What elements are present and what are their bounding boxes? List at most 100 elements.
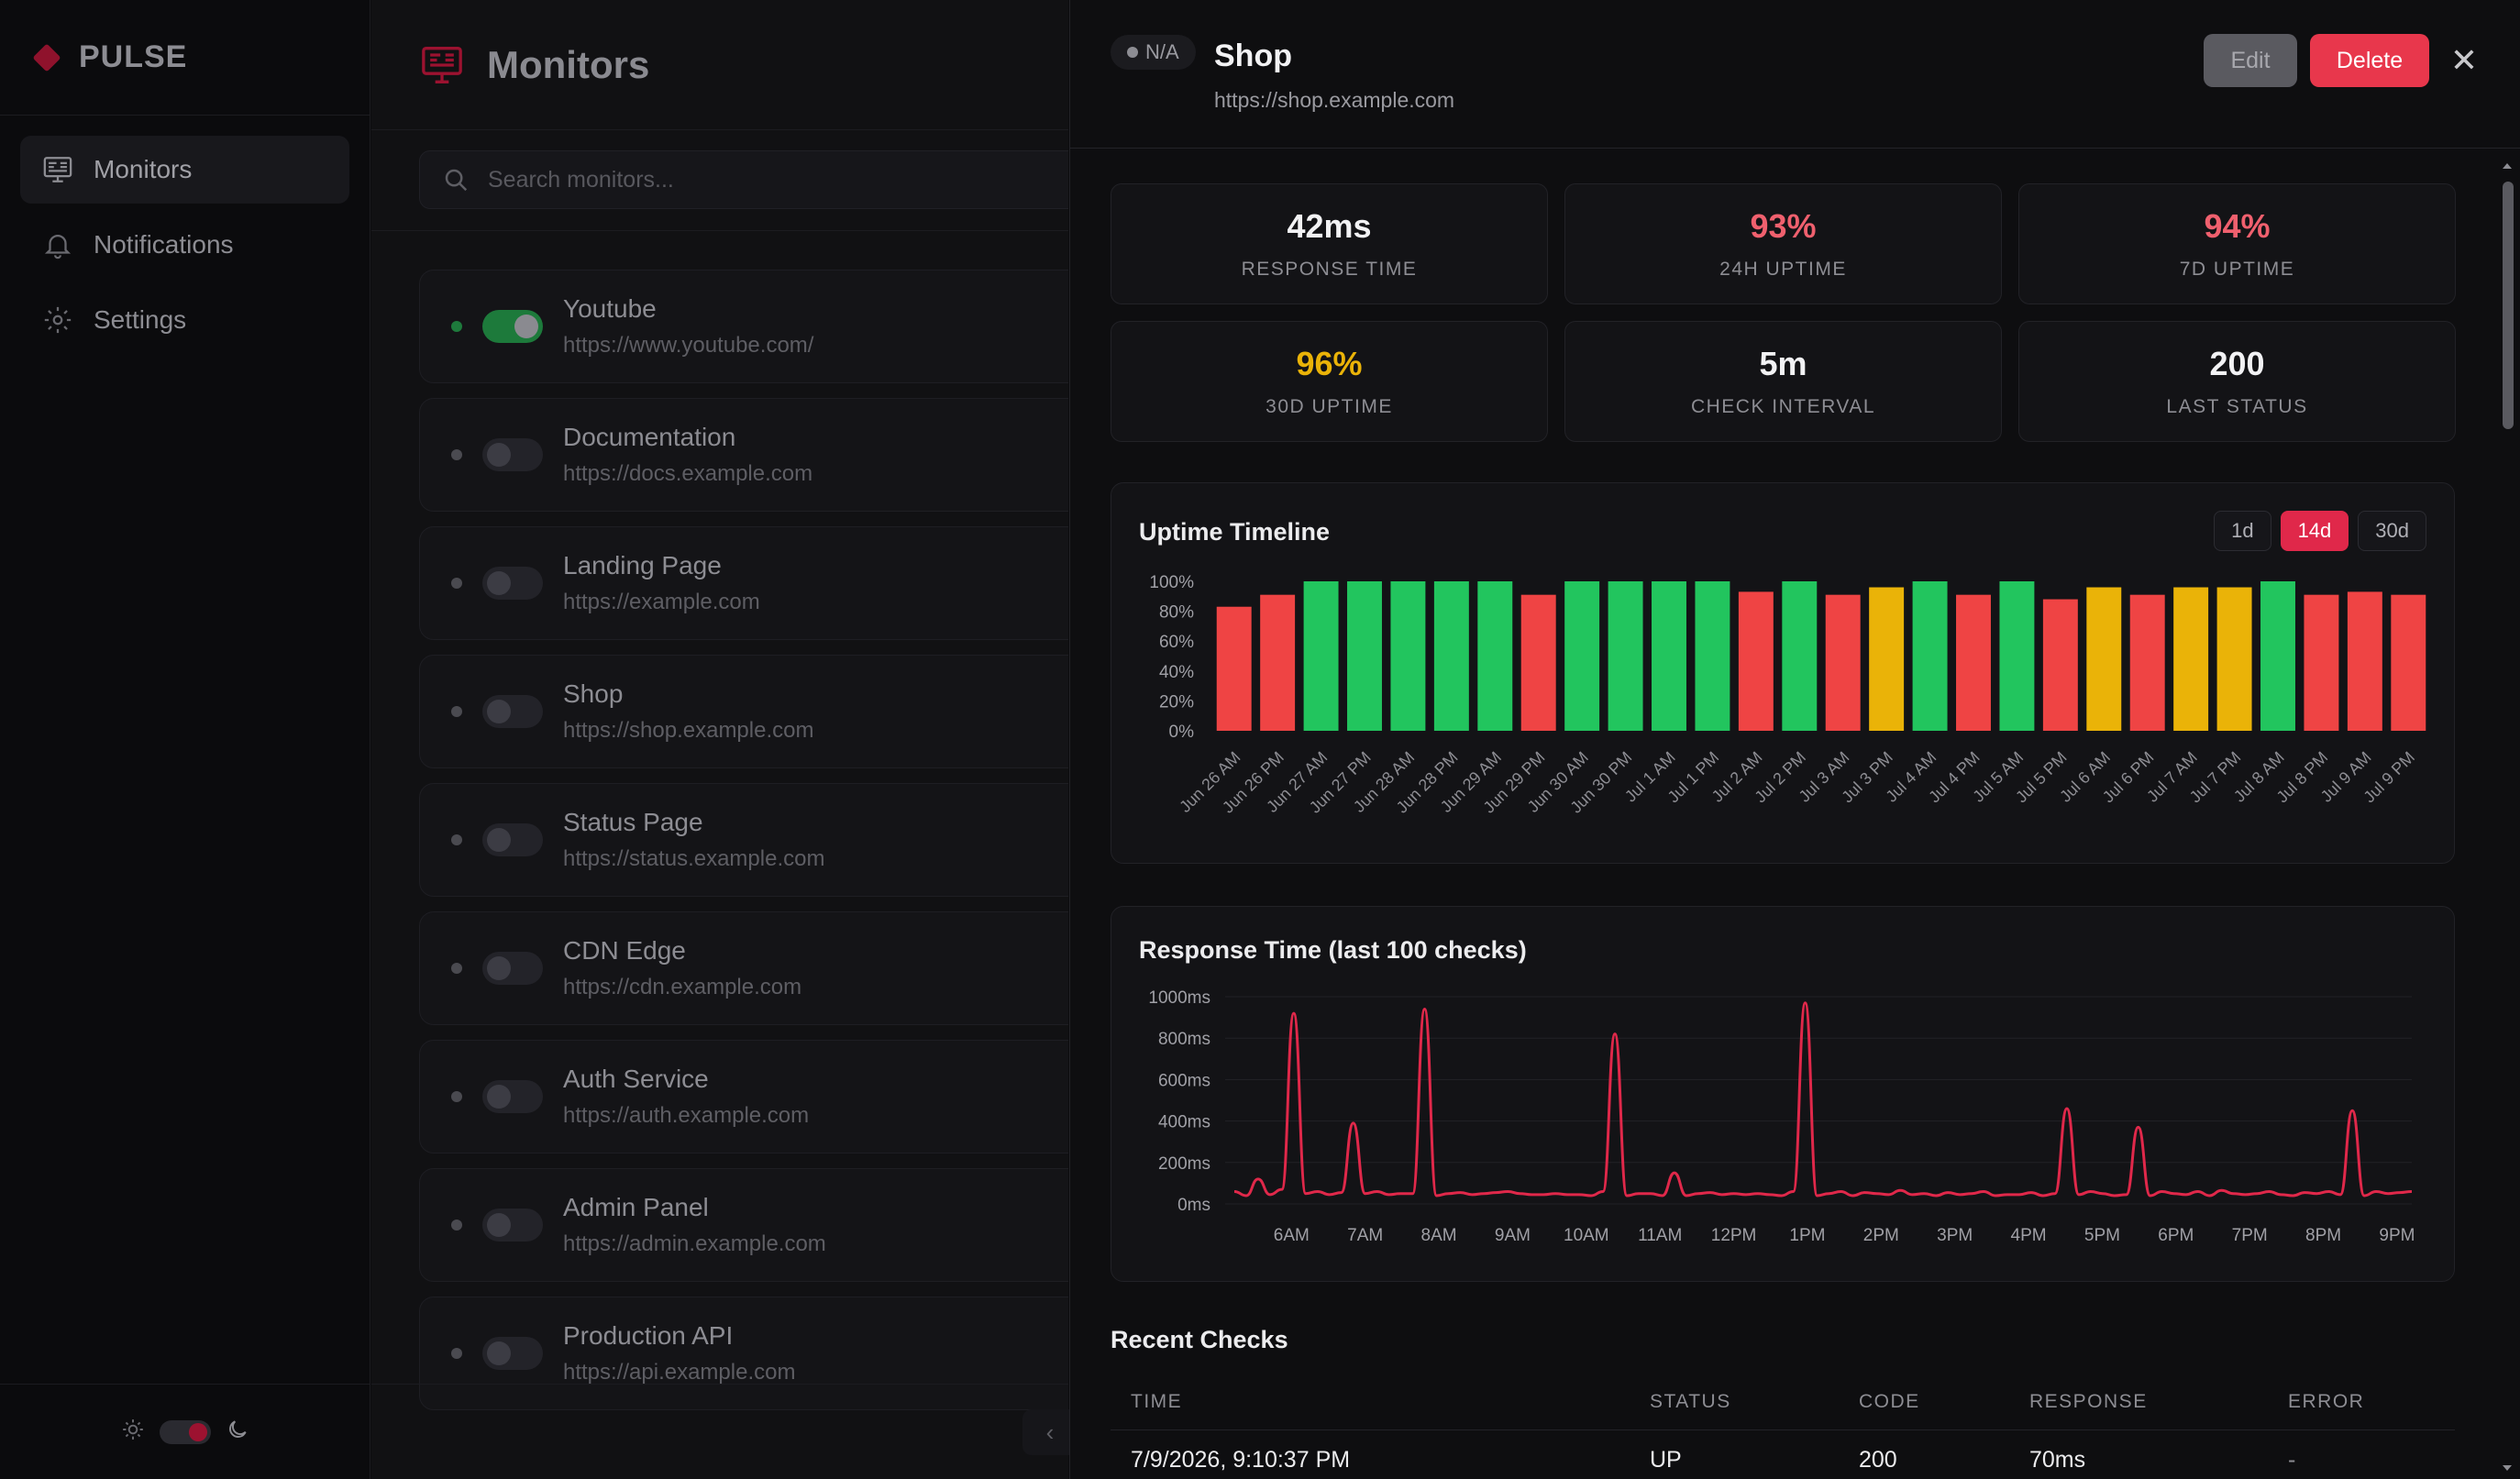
theme-toggle[interactable] [160,1419,211,1444]
uptime-bar[interactable] [1825,594,1861,731]
range-button-30d[interactable]: 30d [2358,511,2426,551]
search-input[interactable] [488,166,946,193]
uptime-bar[interactable] [1608,581,1643,731]
range-button-1d[interactable]: 1d [2214,511,2271,551]
monitor-toggle[interactable] [482,823,543,856]
collapse-button[interactable]: ‹ [1022,1409,1078,1455]
monitor-list-item[interactable]: Documentation https://docs.example.com [419,398,1068,512]
theme-switcher [0,1384,370,1479]
monitor-toggle[interactable] [482,438,543,471]
stat-label: CHECK INTERVAL [1690,396,1876,417]
uptime-bar[interactable] [1390,581,1426,731]
uptime-bar[interactable] [2086,587,2122,731]
brand[interactable]: PULSE [0,0,370,116]
monitor-list-item[interactable]: Production API https://api.example.com [419,1297,1068,1410]
close-icon[interactable]: ✕ [2449,41,2479,79]
stat-value: 96% [1296,345,1363,382]
monitor-icon [422,46,462,83]
uptime-bar[interactable] [2391,594,2426,731]
uptime-bar[interactable] [2304,594,2339,731]
response-time-card: Response Time (last 100 checks) 0ms 200ms… [1111,906,2455,1282]
stat-value: 5m [1759,345,1807,382]
scrollbar[interactable] [2500,154,2514,1479]
y-tick-label: 200ms [1158,1154,1210,1174]
y-tick-label: 400ms [1158,1113,1210,1132]
monitor-list-item[interactable]: Youtube https://www.youtube.com/ [419,270,1068,383]
edit-button[interactable]: Edit [2204,34,2297,87]
column-header-time: TIME [1111,1391,1630,1430]
uptime-bar[interactable] [1260,594,1296,731]
monitor-toggle[interactable] [482,1337,543,1370]
y-tick-label: 100% [1149,573,1194,592]
monitor-list-item[interactable]: Status Page https://status.example.com [419,783,1068,897]
uptime-bar[interactable] [1695,581,1730,731]
uptime-bar[interactable] [2173,587,2209,731]
monitor-name: Landing Page [563,551,722,579]
y-tick-label: 80% [1159,603,1194,623]
uptime-bar[interactable] [2129,594,2165,731]
sidebar-item-monitors[interactable]: Monitors [20,136,349,204]
search-box[interactable] [419,150,1068,209]
monitor-list-item[interactable]: Shop https://shop.example.com [419,655,1068,768]
sidebar-item-notifications[interactable]: Notifications [20,211,349,279]
uptime-bar[interactable] [1782,581,1818,731]
uptime-bar[interactable] [2260,581,2295,731]
uptime-bar[interactable] [1216,606,1252,731]
monitor-url[interactable]: https://shop.example.com [1214,88,1455,112]
moon-icon [226,1418,249,1446]
table-row[interactable]: 7/9/2026, 9:10:37 PM UP 200 70ms - [1111,1430,2455,1474]
monitor-toggle[interactable] [482,695,543,728]
sidebar-item-settings[interactable]: Settings [20,286,349,354]
x-tick-label: 6AM [1274,1226,1310,1245]
uptime-bar[interactable] [2216,587,2252,731]
stat-label: RESPONSE TIME [1241,259,1418,280]
x-tick-label: 7AM [1347,1226,1383,1245]
y-tick-label: 0ms [1177,1196,1210,1215]
uptime-bar[interactable] [1956,594,1991,731]
delete-button[interactable]: Delete [2310,34,2429,87]
monitor-list-item[interactable]: Landing Page https://example.com [419,526,1068,640]
x-tick-label: 1PM [1789,1226,1825,1245]
monitor-list: Youtube https://www.youtube.com/Documenta… [371,231,1068,1410]
uptime-bar[interactable] [2042,599,2078,731]
bell-icon [42,229,73,260]
monitor-name: Youtube [563,294,657,323]
uptime-bar[interactable] [1520,594,1556,731]
monitor-toggle[interactable] [482,952,543,985]
y-tick-label: 60% [1159,633,1194,652]
monitor-toggle[interactable] [482,567,543,600]
uptime-bar[interactable] [1303,581,1339,731]
monitor-toggle[interactable] [482,1209,543,1242]
monitor-list-item[interactable]: CDN Edge https://cdn.example.com [419,911,1068,1025]
uptime-bar[interactable] [1912,581,1948,731]
monitor-list-item[interactable]: Admin Panel https://admin.example.com [419,1168,1068,1282]
monitor-toggle[interactable] [482,310,543,343]
scroll-thumb[interactable] [2503,182,2514,429]
stat-card: 96% 30D UPTIME [1111,321,1548,442]
uptime-bar[interactable] [1347,581,1382,731]
monitor-name: Status Page [563,808,703,836]
monitor-url: https://auth.example.com [563,1103,810,1128]
uptime-bar[interactable] [1738,591,1774,731]
stat-value: 42ms [1287,207,1372,245]
uptime-bar[interactable] [1869,587,1905,731]
monitor-list-item[interactable]: Auth Service https://auth.example.com [419,1040,1068,1153]
uptime-bar[interactable] [2347,591,2382,731]
uptime-bar[interactable] [1999,581,2035,731]
x-tick-label: 2PM [1863,1226,1899,1245]
response-time-chart: 0ms 200ms 400ms 600ms 800ms 1000ms 6AM 7AM 8AM 9A… [1148,988,2415,1245]
x-tick-label: 8AM [1421,1226,1457,1245]
uptime-bar[interactable] [1477,581,1513,731]
monitor-info: Documentation https://docs.example.com [563,423,812,487]
recent-checks-table: TIME STATUS CODE RESPONSE ERROR 7/9/2026… [1111,1391,2455,1473]
uptime-bar[interactable] [1652,581,1686,731]
uptime-bar[interactable] [1564,581,1600,731]
y-tick-label: 1000ms [1148,988,1210,1008]
range-button-14d[interactable]: 14d [2280,511,2349,551]
monitor-toggle[interactable] [482,1080,543,1113]
uptime-bar[interactable] [1433,581,1469,731]
status-text: N/A [1145,40,1179,63]
column-header-code: CODE [1839,1391,2009,1430]
